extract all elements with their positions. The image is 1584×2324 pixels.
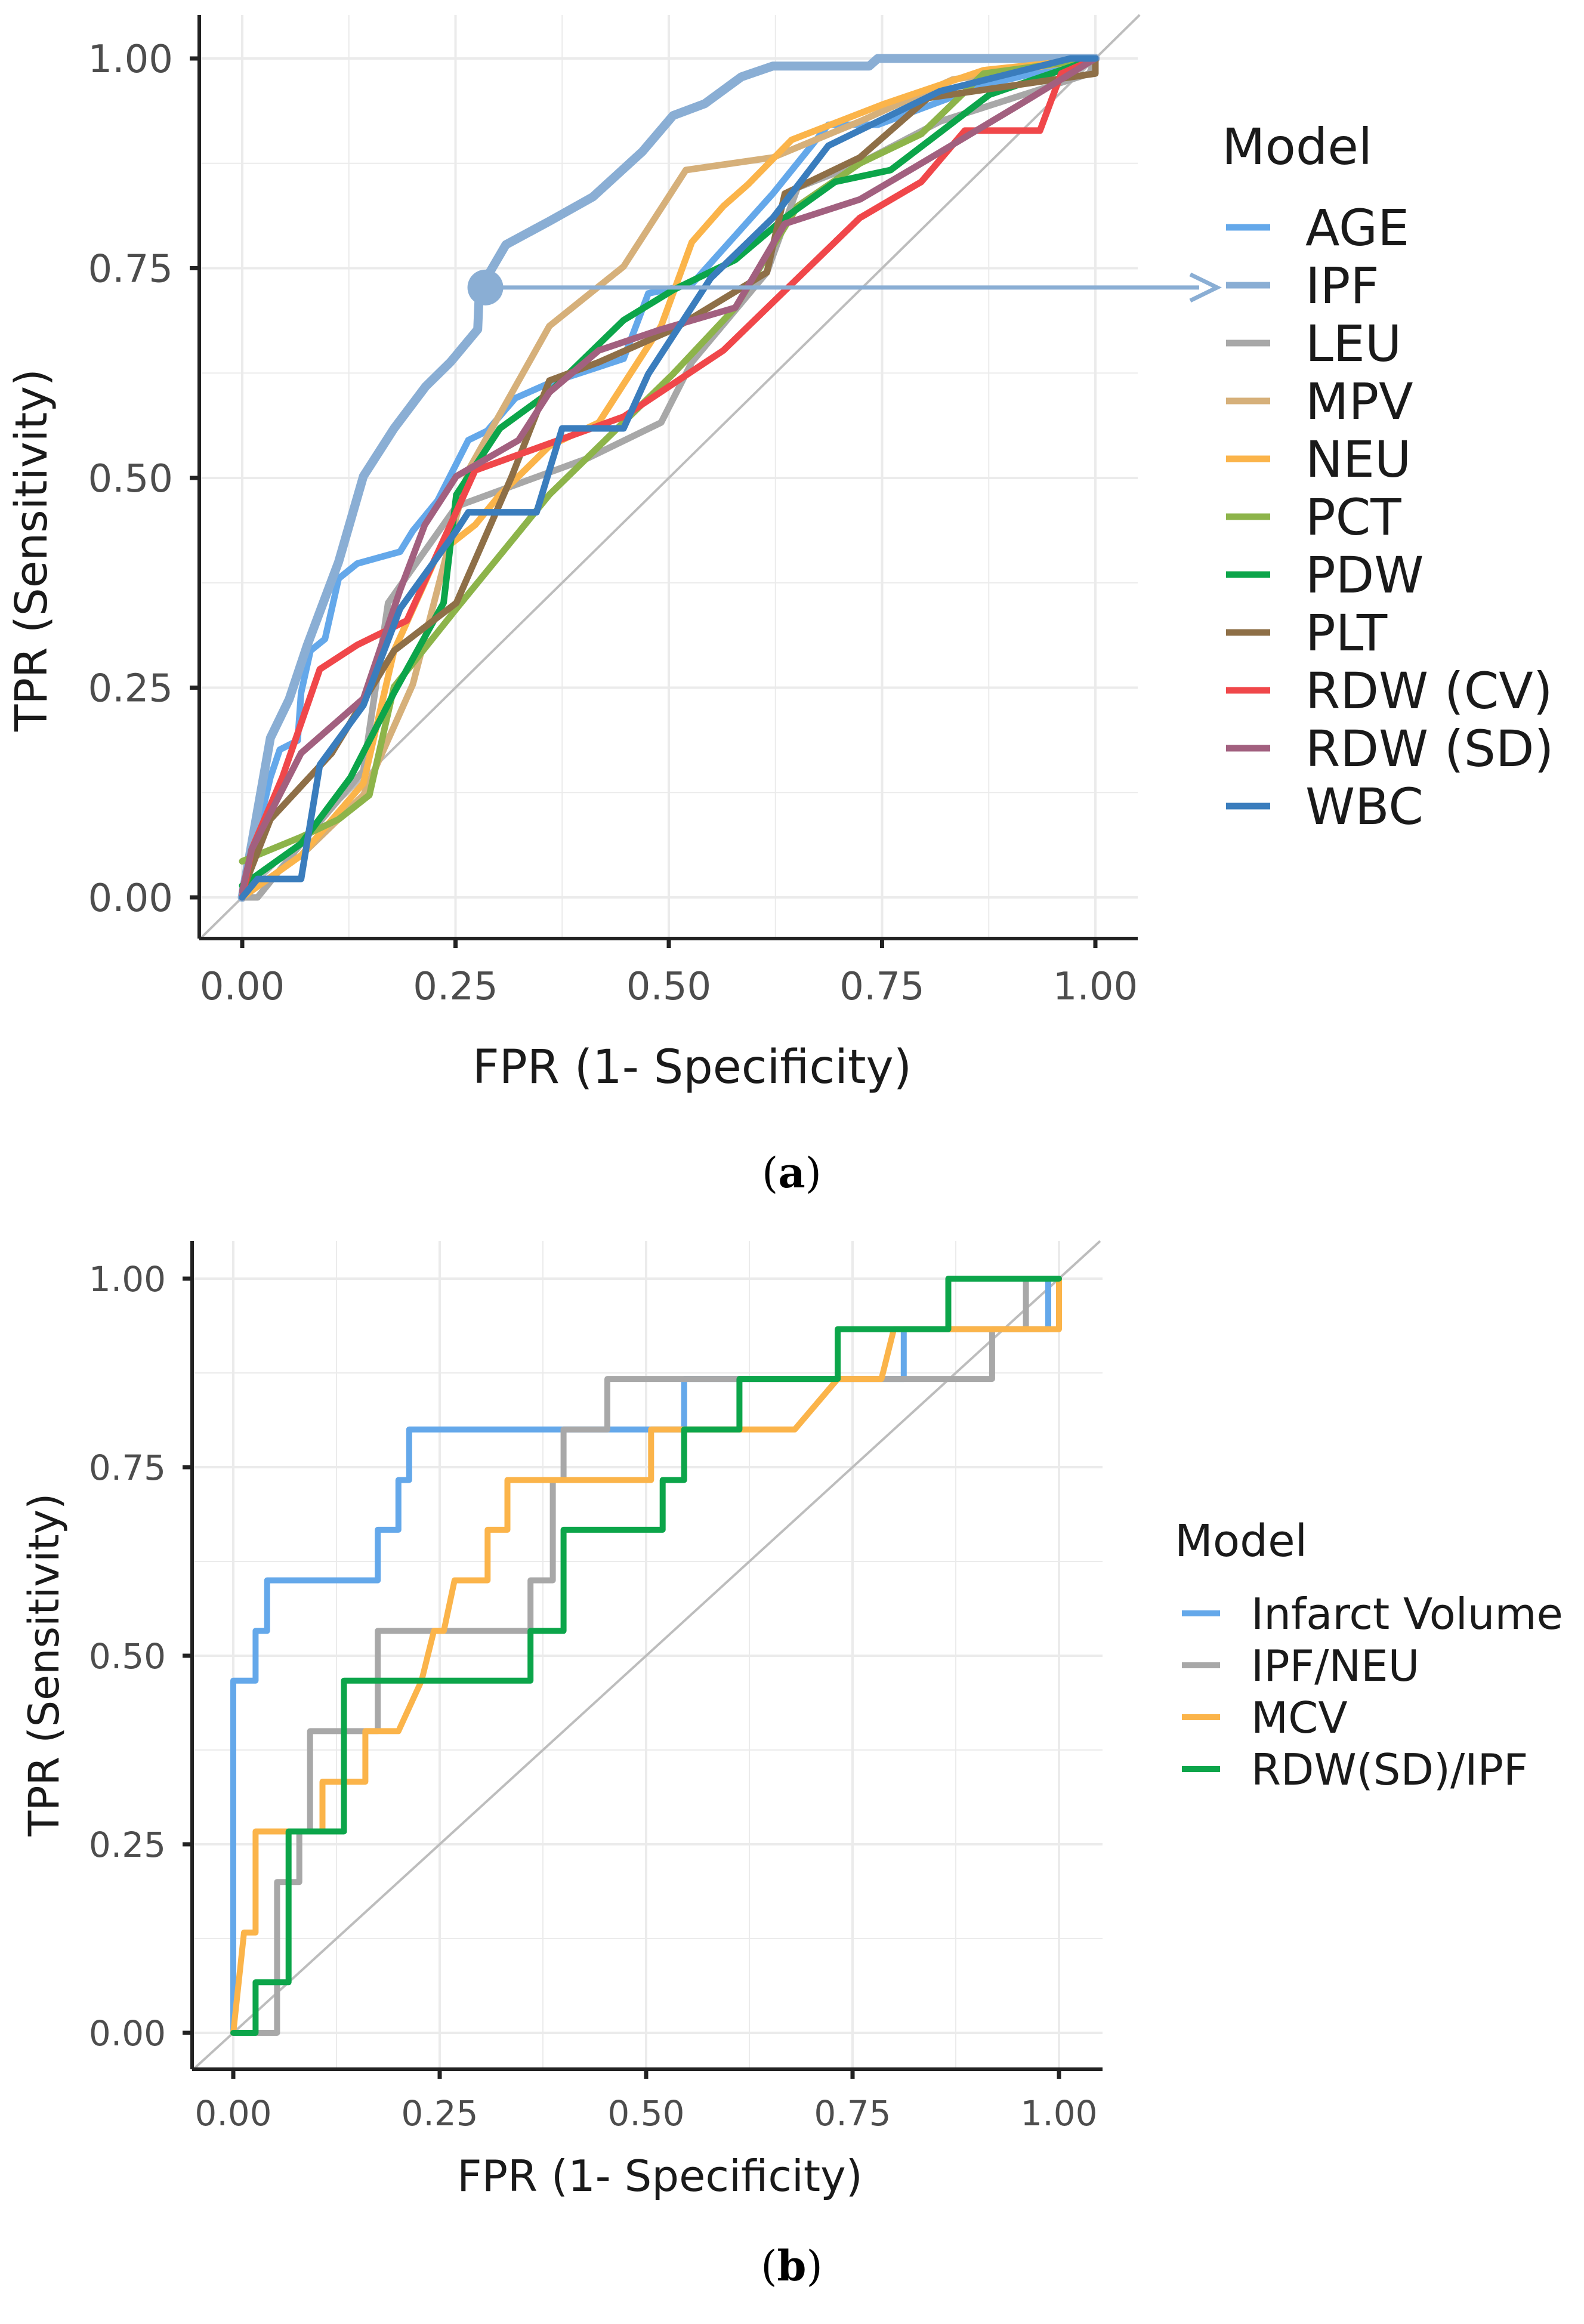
y-tick-label: 1.00 xyxy=(88,38,174,82)
x-tick-label: 0.50 xyxy=(607,2093,684,2134)
legend-label: WBC xyxy=(1305,777,1424,836)
roc-curve-age xyxy=(239,55,1099,901)
plot-area xyxy=(191,1240,1103,2072)
roc-curve-rdw-sd-ipf xyxy=(230,1276,1062,2036)
legend-title-b: Model xyxy=(1175,1516,1307,1567)
y-tick-label: 0.00 xyxy=(89,2013,166,2054)
legend-label: PDW xyxy=(1305,546,1424,604)
legend-label: PLT xyxy=(1305,604,1388,662)
chance-diagonal-line xyxy=(198,14,1141,941)
legend-label: NEU xyxy=(1305,430,1411,489)
roc-curve-wbc xyxy=(239,55,1099,901)
y-axis-title-a: TPR (Sensitivity) xyxy=(6,369,57,732)
legend-label: PCT xyxy=(1305,488,1401,547)
x-tick-label: 0.75 xyxy=(814,2093,891,2134)
y-tick-label: 0.25 xyxy=(89,1825,166,1865)
legend-label: RDW (SD) xyxy=(1305,720,1554,778)
roc-curve-pct xyxy=(239,55,1099,865)
x-axis-title-a: FPR (1- Specificity) xyxy=(473,1041,912,1094)
panel-label-a: a xyxy=(778,1148,805,1198)
x-tick-label: 0.00 xyxy=(194,2093,271,2134)
y-tick-label: 0.50 xyxy=(88,457,174,501)
x-axis-title-b: FPR (1- Specificity) xyxy=(457,2151,863,2201)
legend-label: LEU xyxy=(1305,314,1401,373)
panel-caption-a: (a) xyxy=(762,1148,822,1198)
legend-label: MPV xyxy=(1305,372,1413,431)
legend-label: MCV xyxy=(1251,1693,1348,1743)
x-tick-label: 0.00 xyxy=(200,965,285,1009)
x-tick-label: 0.25 xyxy=(413,965,498,1009)
roc-curve-rdw-sd- xyxy=(239,55,1099,895)
y-tick-label: 0.00 xyxy=(88,876,174,921)
roc-curve-ipf-neu xyxy=(230,1276,1062,2036)
legend-label: RDW(SD)/IPF xyxy=(1251,1745,1528,1795)
y-tick-label: 0.75 xyxy=(89,1448,166,1488)
y-tick-label: 1.00 xyxy=(89,1259,166,1300)
panel-label-b: b xyxy=(777,2241,807,2291)
roc-curve-pdw xyxy=(239,55,1099,889)
roc-panel-b: TPR (Sensitivity) FPR (1- Specificity) M… xyxy=(20,1240,1563,2291)
y-axis-title-b: TPR (Sensitivity) xyxy=(20,1493,69,1837)
annotation-arrowhead-icon xyxy=(1189,272,1222,303)
x-tick-label: 0.25 xyxy=(401,2093,478,2134)
legend-label: Infarct Volume xyxy=(1251,1589,1563,1639)
roc-curve-rdw-cv- xyxy=(239,55,1099,901)
x-tick-label: 1.00 xyxy=(1053,965,1138,1009)
x-tick-label: 1.00 xyxy=(1020,2093,1097,2134)
legend-title-a: Model xyxy=(1222,118,1372,176)
y-tick-label: 0.75 xyxy=(88,248,174,292)
roc-curve-ipf xyxy=(237,54,1100,902)
legend-label: IPF xyxy=(1305,257,1379,315)
legend-label: IPF/NEU xyxy=(1251,1641,1419,1691)
roc-panel-a: TPR (Sensitivity) FPR (1- Specificity) M… xyxy=(6,14,1554,1198)
y-tick-label: 0.25 xyxy=(88,667,174,711)
panel-caption-b: (b) xyxy=(761,2241,823,2291)
y-tick-label: 0.50 xyxy=(89,1636,166,1677)
plot-area xyxy=(198,14,1141,941)
legend-label: AGE xyxy=(1305,199,1409,257)
legend-label: RDW (CV) xyxy=(1305,662,1552,720)
x-tick-label: 0.75 xyxy=(839,965,925,1009)
x-tick-label: 0.50 xyxy=(626,965,712,1009)
annotation-marker xyxy=(467,269,504,305)
